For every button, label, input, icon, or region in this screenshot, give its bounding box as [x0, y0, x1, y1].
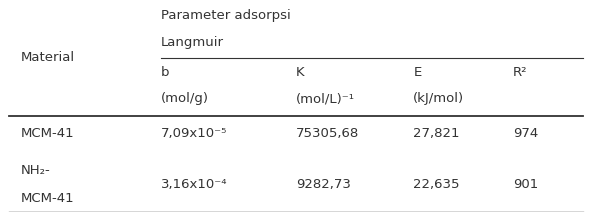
Text: (mol/g): (mol/g) [161, 92, 209, 105]
Text: 974: 974 [513, 127, 538, 140]
Text: NH₂-: NH₂- [20, 164, 50, 177]
Text: 3,16x10⁻⁴: 3,16x10⁻⁴ [161, 177, 227, 191]
Text: K: K [296, 66, 305, 78]
Text: 9282,73: 9282,73 [296, 177, 351, 191]
Text: Material: Material [20, 51, 75, 64]
Text: 27,821: 27,821 [413, 127, 460, 140]
Text: (mol/L)⁻¹: (mol/L)⁻¹ [296, 92, 355, 105]
Text: b: b [161, 66, 170, 78]
Text: 7,09x10⁻⁵: 7,09x10⁻⁵ [161, 127, 227, 140]
Text: (kJ/mol): (kJ/mol) [413, 92, 464, 105]
Text: E: E [413, 66, 422, 78]
Text: MCM-41: MCM-41 [20, 192, 74, 205]
Text: 75305,68: 75305,68 [296, 127, 359, 140]
Text: MCM-41: MCM-41 [20, 127, 74, 140]
Text: 22,635: 22,635 [413, 177, 460, 191]
Text: R²: R² [513, 66, 527, 78]
Text: Parameter adsorpsi: Parameter adsorpsi [161, 9, 291, 22]
Text: Langmuir: Langmuir [161, 36, 224, 49]
Text: 901: 901 [513, 177, 538, 191]
